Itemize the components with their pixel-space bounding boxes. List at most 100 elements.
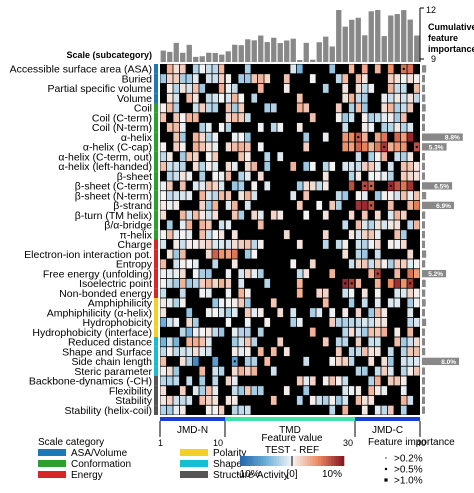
heatmap-cell xyxy=(179,220,186,230)
heatmap-cell xyxy=(160,259,167,269)
heatmap-cell xyxy=(381,356,388,366)
heatmap-cell xyxy=(231,132,238,142)
heatmap-cell xyxy=(407,142,414,152)
heatmap-cell xyxy=(335,113,342,123)
heatmap-cell xyxy=(368,113,375,123)
heatmap-cell xyxy=(290,298,297,308)
heatmap-cell xyxy=(264,161,271,171)
heatmap-cell xyxy=(290,132,297,142)
heatmap-cell xyxy=(296,83,303,93)
heatmap-cell xyxy=(342,220,349,230)
heatmap-cell xyxy=(348,376,355,386)
heatmap-cell xyxy=(186,386,193,396)
heatmap-cell xyxy=(238,152,245,162)
top-importance-bar xyxy=(303,42,309,62)
colorbar-step xyxy=(273,456,277,466)
heatmap-cell xyxy=(160,405,167,415)
heatmap-cell xyxy=(407,288,414,298)
heatmap-cell xyxy=(270,337,277,347)
heatmap-cell xyxy=(238,113,245,123)
heatmap-cell xyxy=(407,386,414,396)
heatmap-cell xyxy=(186,230,193,240)
heatmap-cell xyxy=(277,259,284,269)
heatmap-cell xyxy=(173,191,180,201)
heatmap-cell xyxy=(329,191,336,201)
heatmap-cell xyxy=(179,152,186,162)
heatmap-cell xyxy=(186,366,193,376)
heatmap-cell xyxy=(199,317,206,327)
heatmap-cell xyxy=(283,317,290,327)
heatmap-cell xyxy=(322,83,329,93)
heatmap-cell xyxy=(199,269,206,279)
heatmap-cell xyxy=(290,337,297,347)
heatmap-cell xyxy=(212,347,219,357)
heatmap-cell xyxy=(225,171,232,181)
heatmap-cell xyxy=(361,386,368,396)
category-bar xyxy=(154,307,158,318)
heatmap-cell xyxy=(309,64,316,74)
heatmap-cell xyxy=(296,337,303,347)
segment-label: JMD-C xyxy=(372,425,403,436)
top-importance-bar xyxy=(342,26,348,62)
row-label: Partial specific volume xyxy=(48,83,153,95)
heatmap-cell xyxy=(381,327,388,337)
importance-percent-label: 8.0% xyxy=(441,359,456,366)
heatmap-cell xyxy=(316,239,323,249)
heatmap-cell xyxy=(413,230,420,240)
heatmap-cell xyxy=(361,142,368,152)
row-label: β-strand xyxy=(113,200,152,212)
heatmap-cell xyxy=(173,395,180,405)
heatmap-cell xyxy=(277,210,284,220)
heatmap-cell xyxy=(173,308,180,318)
heatmap-cell xyxy=(407,152,414,162)
heatmap-cell xyxy=(179,278,186,288)
heatmap-cell xyxy=(296,327,303,337)
heatmap-cell xyxy=(186,200,193,210)
colorbar-step xyxy=(245,456,249,466)
heatmap-cell xyxy=(348,181,355,191)
heatmap-cell xyxy=(225,210,232,220)
heatmap-cell xyxy=(173,181,180,191)
heatmap-cell xyxy=(231,366,238,376)
heatmap-cell xyxy=(335,376,342,386)
heatmap-cell xyxy=(277,386,284,396)
heatmap-cell xyxy=(381,83,388,93)
heatmap-cell xyxy=(218,269,225,279)
heatmap-cell xyxy=(290,103,297,113)
heatmap-cell xyxy=(296,308,303,318)
heatmap-cell xyxy=(290,386,297,396)
heatmap-cell xyxy=(179,171,186,181)
heatmap-cell xyxy=(212,161,219,171)
heatmap-cell xyxy=(348,83,355,93)
heatmap-cell xyxy=(257,122,264,132)
right-importance-bar xyxy=(422,347,426,356)
heatmap-cell xyxy=(205,171,212,181)
top-importance-bar xyxy=(225,51,231,62)
heatmap-cell xyxy=(355,200,362,210)
heatmap-cell xyxy=(387,405,394,415)
heatmap-cell xyxy=(166,93,173,103)
heatmap-cell xyxy=(374,220,381,230)
heatmap-cell xyxy=(361,64,368,74)
heatmap-cell xyxy=(329,152,336,162)
category-legend-label: Shape xyxy=(213,459,242,470)
heatmap-cell xyxy=(348,366,355,376)
heatmap-cell xyxy=(368,376,375,386)
heatmap-cell xyxy=(400,337,407,347)
heatmap-cell xyxy=(192,298,199,308)
top-importance-bar xyxy=(336,10,342,62)
heatmap-cell xyxy=(205,113,212,123)
heatmap-cell xyxy=(387,152,394,162)
colorbar-step xyxy=(305,456,308,466)
heatmap-cell xyxy=(192,200,199,210)
heatmap-cell xyxy=(355,308,362,318)
heatmap-cell xyxy=(212,103,219,113)
heatmap-cell xyxy=(277,132,284,142)
heatmap-cell xyxy=(238,278,245,288)
heatmap-cell xyxy=(264,74,271,84)
heatmap-cell xyxy=(277,200,284,210)
heatmap-cell xyxy=(322,142,329,152)
heatmap-cell xyxy=(303,132,310,142)
colorbar-step xyxy=(331,456,334,466)
